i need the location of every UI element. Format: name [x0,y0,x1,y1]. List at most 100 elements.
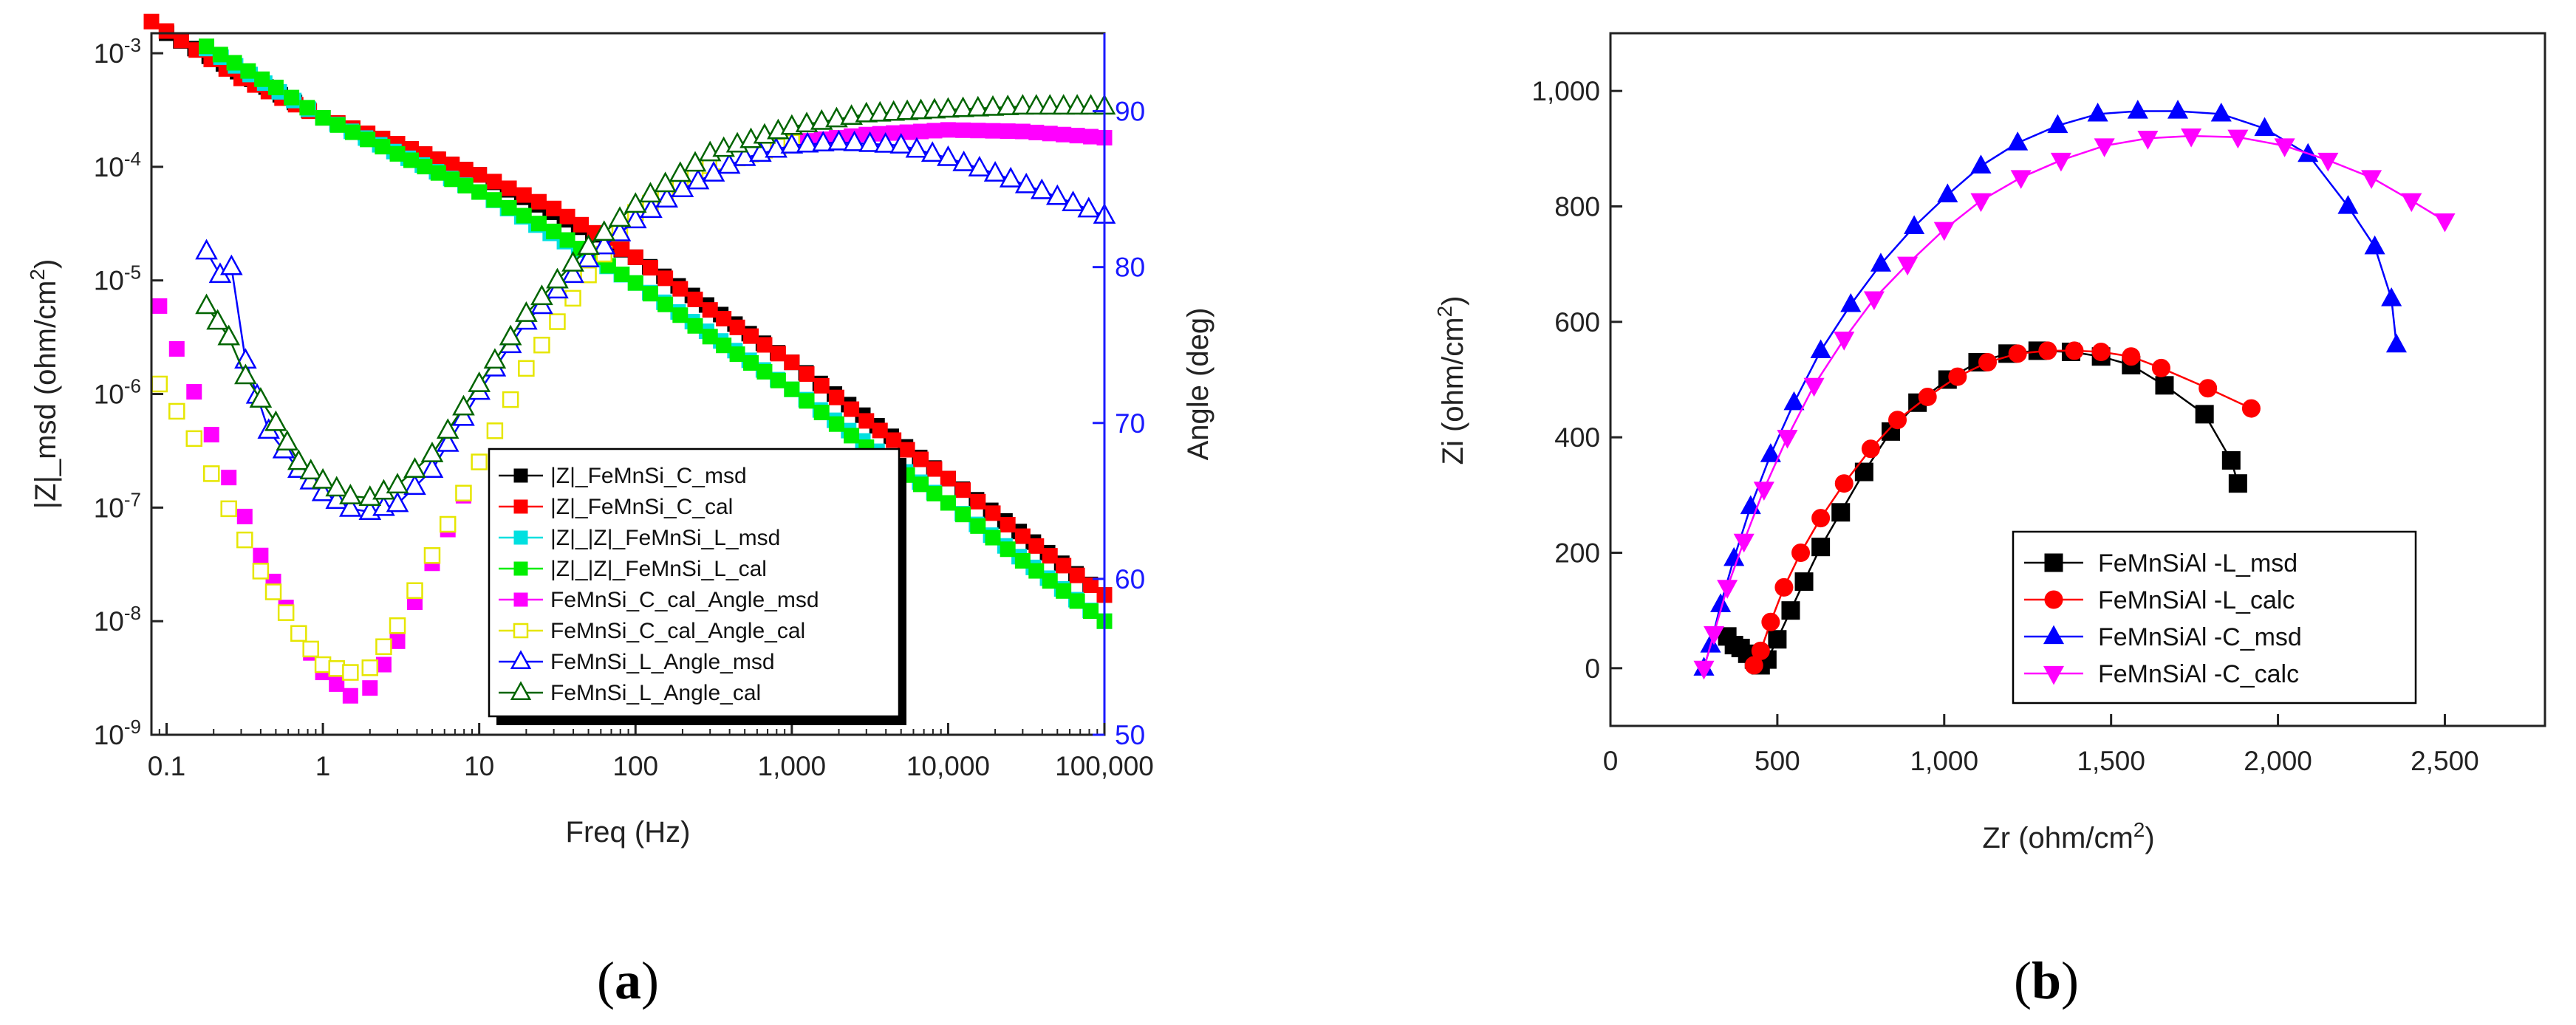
y-tick-label: 400 [1554,422,1600,453]
data-point [501,180,517,196]
legend-item-femnsi-c-cal-angle-cal: FeMnSi_C_cal_Angle_cal [499,619,805,643]
data-point [530,284,553,306]
data-point [926,461,943,477]
data-point [952,96,974,117]
bode-plot-series [143,13,1116,704]
legend-marker [2044,553,2063,572]
legend-label: FeMnSi_L_Angle_msd [550,650,775,674]
data-point [614,241,630,257]
data-point [655,187,679,208]
data-point [253,547,269,563]
nyquist-legend: FeMnSiAl -L_msd FeMnSiAl -L_calc FeMnSiAl … [2012,530,2417,705]
data-point [2050,152,2071,172]
data-point [457,162,474,178]
data-point [264,583,282,600]
data-point [444,171,460,188]
data-point [623,192,647,213]
data-point [559,208,575,224]
data-point [1028,563,1045,579]
data-point [1834,332,1855,351]
data-point [2228,474,2247,493]
x-tick-label: 0 [1603,746,1619,776]
data-point [561,250,584,272]
data-point [311,467,335,489]
data-point [1834,474,1854,493]
data-point [1761,612,1780,631]
data-point [2167,100,2189,119]
data-point [2317,152,2339,172]
data-point [389,617,406,634]
data-point [717,153,741,174]
data-point [1083,128,1099,145]
data-point [360,131,376,148]
data-point [455,484,472,502]
panel-label-b: (b) [2014,951,2079,1010]
data-point [657,270,674,287]
y2-tick-label: 60 [1115,564,1145,594]
y-tick-label: 10-8 [94,602,141,637]
data-point [516,208,532,224]
x-tick-label: 0.1 [148,751,185,781]
data-point [2199,379,2218,398]
data-point [386,473,409,494]
data-point [813,405,830,421]
x-tick-label: 500 [1755,746,1800,776]
data-point [702,161,725,182]
data-point [669,161,692,182]
data-point [1042,548,1058,564]
x-tick-label: 100 [612,751,658,781]
data-point [486,174,502,190]
data-point [858,413,875,429]
data-point [1794,572,1814,592]
data-point [1777,430,1798,449]
data-point [780,114,804,135]
data-point [515,301,538,322]
data-point [872,422,888,439]
data-point [284,89,300,106]
bode-legend-box [488,448,901,718]
data-point [1933,222,1955,241]
data-point [1045,184,1069,205]
data-point [827,129,850,151]
data-point [2155,376,2174,395]
data-point [1000,541,1016,558]
data-point [702,329,718,345]
data-point [342,688,358,704]
x-tick-label: 2,000 [2244,746,2312,776]
data-point [236,508,253,524]
data-point [1000,123,1016,140]
data-point [1014,552,1031,569]
y-tick-label: 0 [1585,654,1600,684]
bode-y2-ticks: 50 60 70 80 90 [1093,97,1145,750]
nyquist-legend-items: FeMnSiAl -L_msd FeMnSiAl -L_calc FeMnSiAl … [2024,549,2302,688]
data-point [799,393,815,409]
data-point [592,220,616,241]
data-point [1811,538,1831,557]
data-point [403,474,426,496]
data-point [559,232,575,248]
data-point [471,184,488,200]
data-point [1831,503,1851,522]
data-point [344,124,361,140]
data-point [2241,399,2261,418]
data-point [577,247,600,267]
data-point [828,389,844,405]
y2-tick-label: 80 [1115,253,1145,283]
data-point [940,495,956,511]
panel-label-a: (a) [597,951,659,1010]
data-point [1811,509,1831,528]
y-tick-label: 800 [1554,192,1600,222]
data-point [1774,577,1794,597]
data-point [203,427,219,443]
data-point [970,123,986,139]
data-point [743,355,759,371]
y-tick-label: 10-9 [94,716,141,750]
data-point [996,95,1019,115]
nyquist-x-axis-label: Zr (ohm/cm2) [1982,818,2154,855]
data-point [173,32,189,49]
data-point [985,529,1001,546]
data-point [226,55,242,71]
x-tick-label: 1,500 [2077,746,2145,776]
bode-y-ticks: 10-9 10-8 10-7 10-6 10-5 10-4 10-3 [94,34,163,750]
